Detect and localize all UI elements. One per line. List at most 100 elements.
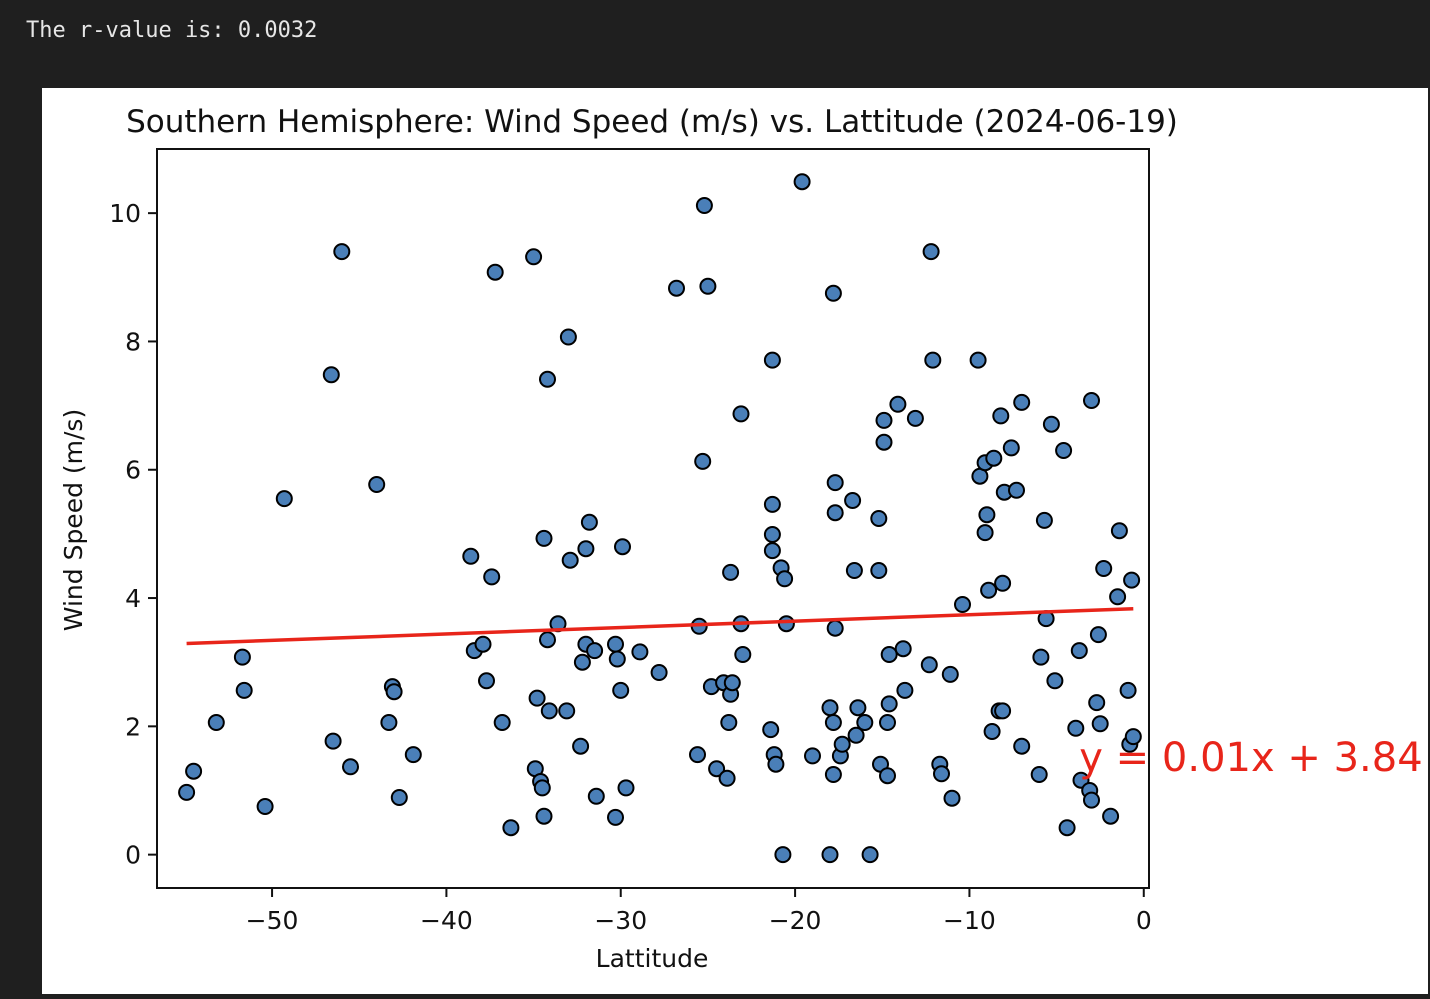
data-point [767, 755, 785, 773]
y-axis-label: Wind Speed (m/s) [59, 409, 88, 631]
data-point [1067, 719, 1085, 737]
data-point [896, 681, 914, 699]
data-point [776, 570, 794, 588]
data-point [1070, 642, 1088, 660]
x-axis-label: Lattitude [596, 944, 709, 973]
data-point [1124, 728, 1142, 746]
regression-layer [186, 606, 1134, 646]
data-point [723, 674, 741, 692]
data-point [708, 760, 726, 778]
data-point [474, 635, 492, 653]
plot-frame [156, 148, 1150, 889]
data-point [1013, 393, 1031, 411]
x-tick-label: −30 [594, 906, 647, 935]
y-tick-label: 4 [125, 584, 141, 613]
data-point [844, 492, 862, 509]
data-point [493, 714, 511, 731]
data-point [920, 656, 938, 674]
data-point [826, 504, 844, 522]
x-tick-label: −40 [420, 906, 473, 935]
data-point [821, 846, 839, 864]
data-point [390, 789, 408, 806]
data-point [824, 284, 842, 302]
data-point [275, 490, 293, 508]
data-point [650, 664, 668, 681]
data-point [535, 529, 553, 547]
data-point [933, 765, 950, 783]
data-point [586, 642, 604, 660]
data-point [342, 758, 359, 776]
data-point [762, 721, 780, 739]
data-point [994, 702, 1012, 720]
data-point [980, 581, 998, 599]
data-point [324, 732, 342, 750]
data-point [826, 474, 844, 492]
data-point [763, 526, 781, 543]
data-point [1102, 807, 1120, 825]
data-point [1091, 715, 1109, 733]
data-point [607, 635, 624, 653]
data-point [793, 173, 811, 191]
data-point [943, 789, 961, 807]
data-point [1095, 560, 1113, 577]
data-point [985, 449, 1003, 467]
data-point [870, 562, 888, 579]
data-point [608, 650, 626, 668]
x-tick-label: 0 [1136, 906, 1152, 935]
y-tick-label: 8 [125, 327, 141, 356]
data-point [535, 807, 553, 825]
data-point [580, 513, 598, 531]
data-point [992, 407, 1010, 425]
data-point [763, 351, 781, 369]
data-point [1035, 511, 1053, 529]
data-point [847, 726, 865, 744]
data-point [720, 714, 738, 731]
data-point [617, 779, 635, 797]
data-point [631, 643, 649, 661]
data-point [558, 702, 576, 720]
data-point [845, 562, 863, 579]
data-point [924, 351, 942, 369]
data-point [614, 538, 631, 556]
data-point [879, 767, 896, 785]
data-point [612, 681, 630, 699]
data-point [763, 542, 781, 560]
data-point [1032, 648, 1050, 666]
data-point [1042, 415, 1060, 433]
data-point [1058, 819, 1076, 837]
data-point [824, 714, 842, 731]
x-tick-label: −20 [769, 906, 822, 935]
data-point [804, 747, 821, 765]
data-point [502, 819, 520, 837]
data-point [368, 476, 386, 493]
data-point [1088, 694, 1106, 712]
y-tick-label: 0 [125, 841, 141, 870]
x-tick-label: −10 [943, 906, 996, 935]
data-point [833, 735, 851, 753]
data-point [941, 665, 959, 683]
data-point [539, 370, 556, 388]
ticks-layer: −50 −40 −30 −20 −10 0 0 2 4 6 8 10 [109, 199, 1152, 935]
data-point [1008, 481, 1025, 499]
data-point [983, 723, 1001, 740]
data-point [559, 328, 577, 346]
data-point [1046, 672, 1064, 690]
data-point [385, 683, 403, 701]
data-point [380, 714, 398, 731]
data-point [233, 648, 251, 666]
data-point [699, 277, 717, 295]
data-point [875, 411, 893, 429]
data-point [235, 681, 253, 699]
data-point [695, 197, 713, 214]
data-point [322, 366, 340, 384]
chart-title: Southern Hemisphere: Wind Speed (m/s) vs… [126, 104, 1178, 140]
plot-output: Southern Hemisphere: Wind Speed (m/s) vs… [42, 88, 1428, 994]
data-point [694, 452, 712, 470]
data-point [483, 568, 501, 586]
y-tick-label: 2 [125, 712, 141, 741]
data-point [689, 746, 706, 764]
data-point [540, 702, 558, 720]
data-point [478, 672, 495, 690]
data-point [880, 646, 898, 663]
data-point [1109, 588, 1127, 606]
